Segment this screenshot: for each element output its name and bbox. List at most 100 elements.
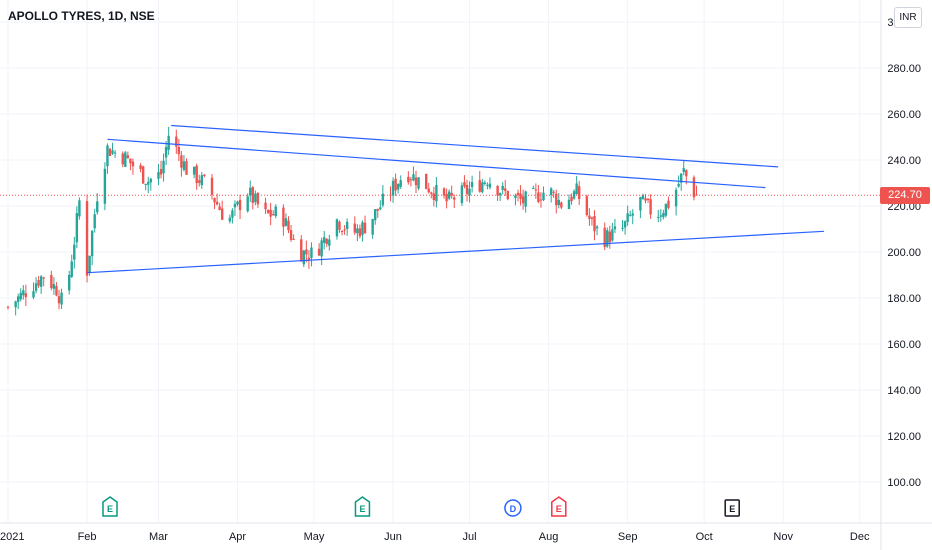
candle-body (376, 208, 379, 211)
candle-body (430, 192, 433, 194)
candle-body (481, 182, 484, 193)
candle-body (659, 215, 662, 217)
candle-body (200, 175, 203, 186)
event-letter: E (729, 504, 735, 514)
candle-body (302, 250, 305, 265)
candle-body (32, 291, 35, 298)
candle-body (692, 177, 696, 198)
price-axis[interactable]: 100.00 120.00 140.00 160.00 180.00 200.00 220.… (887, 17, 921, 489)
time-tick-label: Aug (539, 531, 559, 543)
candle-body (180, 155, 183, 168)
price-tick-label: 140.00 (887, 385, 921, 397)
candle-body (221, 208, 224, 220)
price-tick-label: 200.00 (887, 247, 921, 259)
candle-body (353, 223, 356, 233)
candle-body (677, 183, 680, 187)
candle-body (374, 209, 377, 221)
candle-body (325, 238, 328, 245)
candle-body (42, 277, 45, 279)
candle-body (292, 238, 295, 240)
trendline-lower-support (87, 230, 825, 274)
candle-body (603, 227, 606, 247)
currency-badge[interactable]: INR (894, 7, 922, 28)
event-marker-e[interactable]: E (354, 496, 371, 517)
candle-body (521, 196, 525, 204)
candle-body (88, 255, 91, 273)
candle-body (6, 306, 10, 308)
event-marker-e[interactable]: E (724, 499, 740, 517)
trendlines[interactable] (87, 124, 825, 274)
event-letter: E (107, 504, 113, 514)
price-tick-label: 260.00 (887, 109, 921, 121)
candle-body (486, 184, 489, 186)
price-tick-label: 220.00 (887, 201, 921, 213)
candle-body (185, 161, 188, 175)
candle-body (409, 179, 413, 181)
candle-body (542, 192, 545, 201)
candle-body (501, 185, 504, 190)
candle-body (141, 166, 145, 184)
time-tick-label: Apr (229, 531, 246, 543)
candle-body (282, 207, 285, 227)
candle-body (75, 213, 79, 243)
candle-body (111, 150, 114, 154)
candle-body (317, 248, 321, 256)
candle-body (147, 181, 150, 185)
event-marker-e[interactable]: E (102, 496, 118, 517)
candle-body (108, 148, 112, 156)
candle-body (356, 228, 359, 234)
time-tick-label: Oct (696, 531, 713, 543)
candle-body (595, 226, 599, 229)
candle-body (445, 193, 448, 202)
candle-body (22, 290, 25, 296)
price-tick-label: 160.00 (887, 339, 921, 351)
candle-body (96, 201, 99, 213)
candle-body (552, 191, 555, 193)
candle-body (394, 178, 397, 191)
candle-body (307, 257, 311, 260)
candle-body (613, 226, 617, 230)
candle-body (300, 239, 303, 262)
candle-body (343, 229, 346, 231)
candle-body (379, 207, 382, 210)
candle-body (399, 180, 402, 187)
candle-body (149, 178, 152, 183)
candle-body (557, 199, 560, 206)
event-letter: D (510, 504, 517, 514)
candle-body (52, 284, 56, 289)
candle-body (555, 193, 558, 206)
candle-body (17, 296, 20, 302)
candle-body (585, 196, 589, 215)
candle-body (129, 158, 132, 164)
event-marker-d[interactable]: D (504, 499, 522, 517)
candle-body (310, 247, 313, 258)
candle-body (358, 228, 362, 237)
candle-body (504, 188, 507, 191)
candle-body (144, 183, 147, 185)
price-tick-label: 120.00 (887, 431, 921, 443)
candle-body (450, 192, 453, 196)
event-marker-e[interactable]: E (551, 496, 567, 517)
candle-body (340, 230, 344, 232)
time-axis[interactable]: 2021 Feb Mar Apr May Jun Jul Aug Sep Oct Nov Dec (0, 531, 870, 543)
candle-body (588, 215, 591, 219)
time-tick-label: Mar (149, 531, 168, 543)
last-price-label: 224.70 (880, 187, 930, 204)
time-tick-label: Jul (463, 531, 477, 543)
candle-body (215, 201, 219, 205)
candle-body (682, 168, 685, 173)
candle-body (287, 220, 290, 231)
candle-body (363, 222, 367, 234)
candle-body (414, 177, 418, 186)
candle-body (524, 191, 527, 207)
candle-body (463, 182, 466, 187)
candle-body (131, 161, 135, 167)
candle-body (460, 185, 464, 204)
candle-body (667, 200, 670, 208)
event-shape (724, 499, 740, 517)
candle-body (192, 166, 196, 175)
candle-body (539, 199, 543, 201)
candle-body (631, 213, 634, 216)
